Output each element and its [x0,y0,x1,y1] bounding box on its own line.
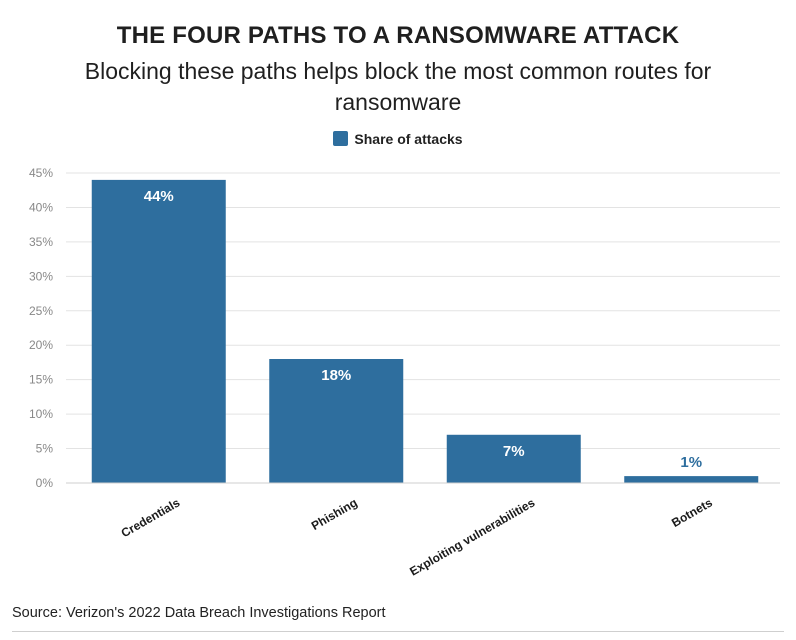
x-tick-label: Credentials [119,495,183,540]
data-label: 18% [321,367,351,384]
chart-title: THE FOUR PATHS TO A RANSOMWARE ATTACK [116,22,680,49]
x-tick-label: Exploiting vulnerabilities [407,495,537,578]
source-note: Source: Verizon's 2022 Data Breach Inves… [12,605,386,621]
y-tick-label: 45% [29,166,53,180]
legend-swatch [333,131,349,146]
y-tick-label: 5% [36,442,54,456]
x-tick-label: Phishing [309,495,360,532]
y-tick-label: 0% [36,476,54,490]
y-tick-label: 15% [29,373,53,387]
bar [269,359,404,483]
y-tick-label: 10% [29,407,53,421]
y-tick-label: 40% [29,200,53,214]
legend: Share of attacks [0,131,796,147]
chart-subtitle: Blocking these paths helps block the mos… [84,58,712,115]
x-tick-label: Botnets [669,495,715,530]
y-tick-label: 35% [29,235,53,249]
y-tick-label: 20% [29,338,53,352]
bar-chart: 0% 5% 10% 15% 20% 25% 30% 35% 40% 45% 44% Credentia… [29,166,780,579]
footer-divider [12,631,784,632]
data-label: 44% [144,188,174,205]
legend-label: Share of attacks [354,131,463,147]
bar [446,434,581,483]
data-label: 1% [680,454,702,471]
bar [91,179,226,483]
y-tick-label: 25% [29,304,53,318]
bar [624,476,759,483]
data-label: 7% [503,443,525,460]
y-tick-label: 30% [29,269,53,283]
